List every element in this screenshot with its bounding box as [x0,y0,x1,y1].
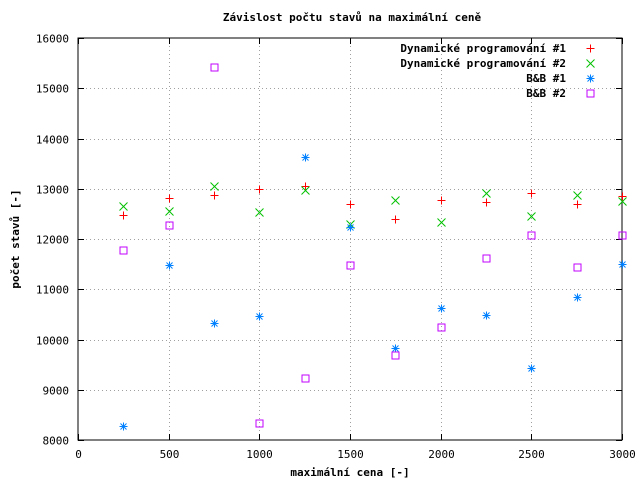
data-point [210,63,219,72]
data-point [437,196,446,205]
x-tick-label: 500 [160,448,180,461]
legend-entry-label: Dynamické programování #2 [400,57,566,70]
data-point [527,212,536,221]
data-point [618,197,627,206]
data-point [165,207,174,216]
data-point [527,189,536,198]
data-point [618,231,627,240]
y-tick-label: 16000 [36,33,69,46]
axis-ticks: 8000900010000110001200013000140001500016… [36,33,636,462]
data-point [210,182,219,191]
y-tick-label: 12000 [36,234,69,247]
data-point [301,182,310,191]
data-point [165,221,174,230]
data-point [573,200,582,209]
legend-entry-label: B&B #2 [526,87,566,100]
data-point [255,185,264,194]
data-point [255,208,264,217]
data-point [391,351,400,360]
data-point [119,246,128,255]
y-tick-label: 14000 [36,134,69,147]
y-tick-label: 8000 [43,435,70,448]
data-point [301,374,310,383]
y-tick-label: 11000 [36,284,69,297]
data-point [482,254,491,263]
data-point [527,231,536,240]
legend-entry-label: Dynamické programování #1 [400,42,566,55]
data-point [301,153,310,162]
data-point [165,194,174,203]
data-point [437,218,446,227]
data-point [437,304,446,313]
x-tick-label: 2500 [518,448,545,461]
y-tick-label: 13000 [36,184,69,197]
legend-marker [586,59,595,68]
x-tick-label: 2000 [428,448,455,461]
data-point [119,202,128,211]
y-tick-label: 9000 [43,385,70,398]
legend-marker [586,44,595,53]
chart-title: Závislost počtu stavů na maximální ceně [223,11,482,24]
y-tick-label: 10000 [36,335,69,348]
data-point [573,191,582,200]
data-point [573,263,582,272]
data-point [391,344,400,353]
data-point [119,422,128,431]
x-axis-label: maximální cena [-] [290,466,409,479]
legend-marker [586,89,595,98]
data-point [482,189,491,198]
data-point [482,311,491,320]
y-axis-label: počet stavů [-] [9,189,22,288]
y-tick-label: 15000 [36,83,69,96]
x-tick-label: 1500 [337,448,364,461]
data-point [482,198,491,207]
data-point [346,223,355,232]
data-point [346,200,355,209]
data-point [301,186,310,195]
data-point [618,192,627,201]
data-point [391,215,400,224]
x-tick-label: 1000 [246,448,273,461]
data-point [527,364,536,373]
data-point [210,191,219,200]
data-point [618,260,627,269]
data-point [255,419,264,428]
x-tick-label: 3000 [609,448,636,461]
data-point [210,319,219,328]
legend-marker [586,74,595,83]
x-tick-label: 0 [75,448,82,461]
data-marks [119,63,627,431]
data-point [119,211,128,220]
data-point [437,323,446,332]
data-point [165,261,174,270]
data-point [346,261,355,270]
data-point [391,196,400,205]
legend: Dynamické programování #1 Dynamické progr… [400,42,595,100]
data-point [573,293,582,302]
legend-entry-label: B&B #1 [526,72,566,85]
data-point [255,312,264,321]
